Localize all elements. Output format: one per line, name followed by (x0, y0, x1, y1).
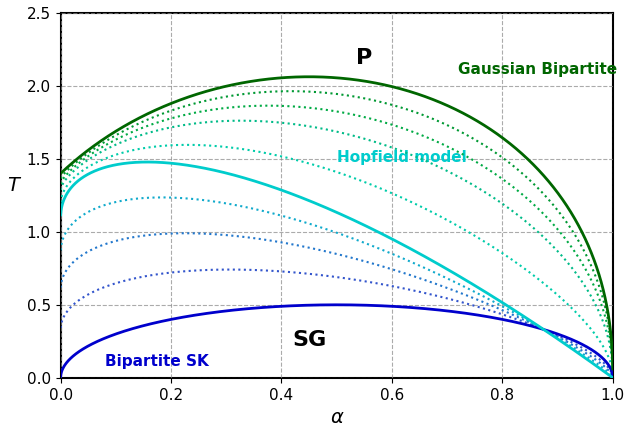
Text: Bipartite SK: Bipartite SK (105, 354, 209, 369)
Y-axis label: T: T (7, 176, 19, 195)
Text: P: P (356, 48, 372, 68)
Text: Gaussian Bipartite: Gaussian Bipartite (458, 62, 618, 77)
X-axis label: α: α (330, 408, 343, 427)
Text: SG: SG (292, 330, 326, 350)
Text: Hopfield model: Hopfield model (337, 150, 467, 165)
